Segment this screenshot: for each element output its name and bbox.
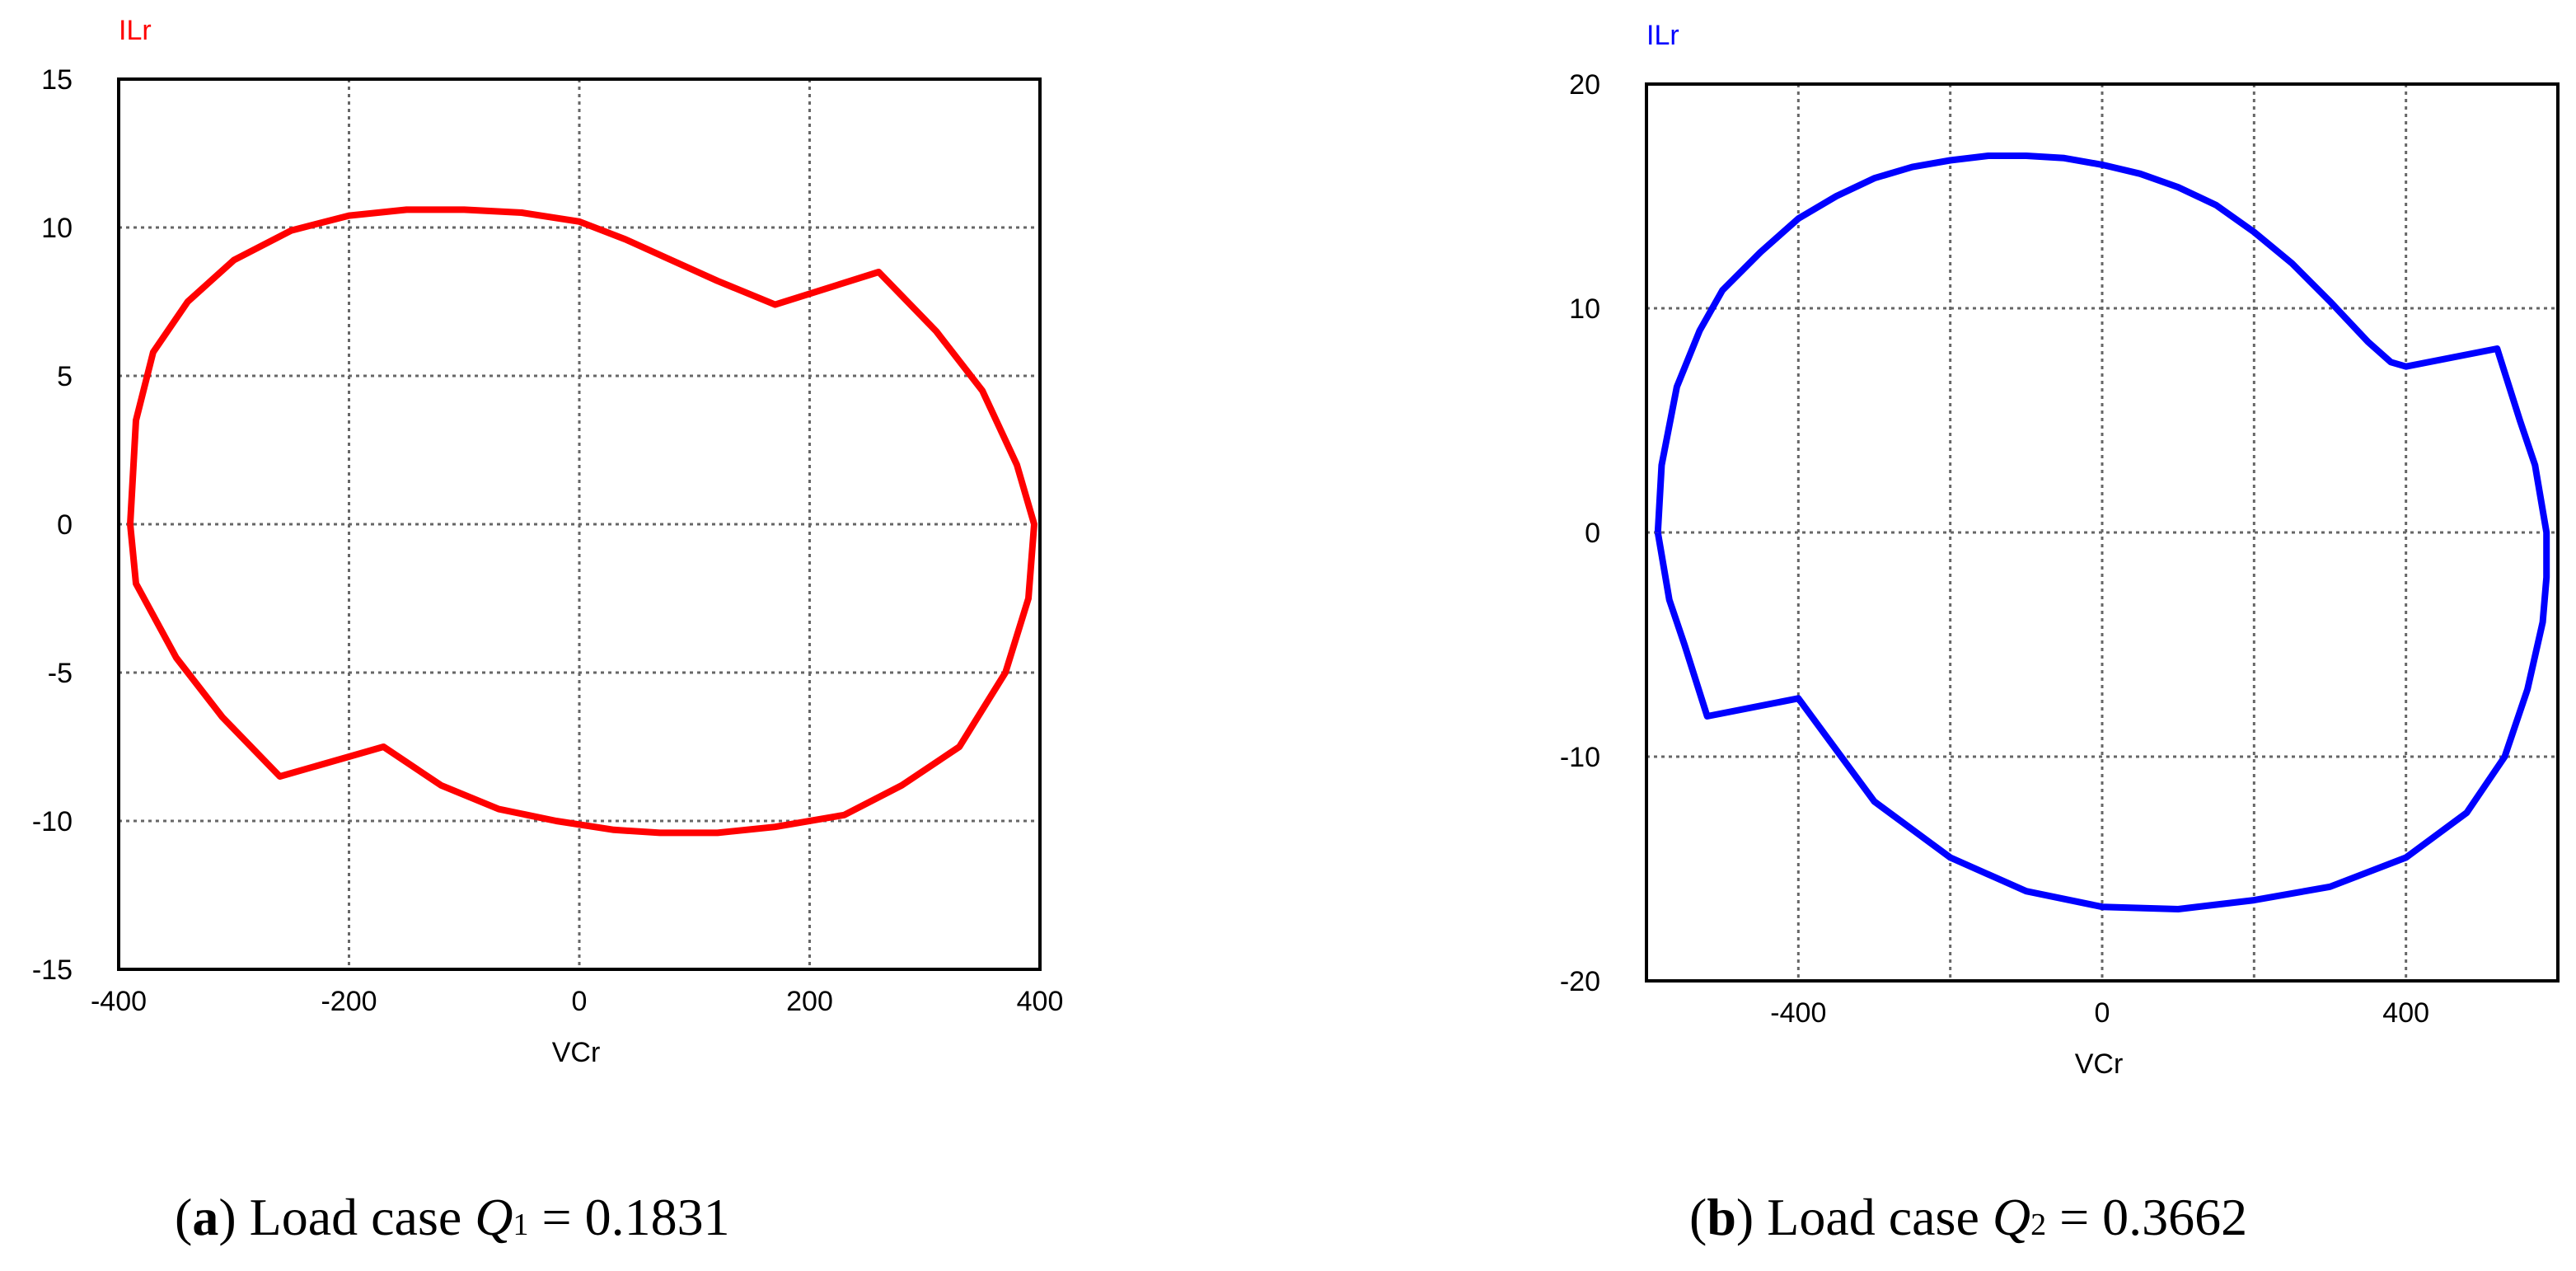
y-tick-label: -20 xyxy=(1560,966,1600,997)
x-tick-label: 0 xyxy=(572,986,588,1017)
x-axis-label: VCr xyxy=(552,1037,601,1068)
x-tick-label: -400 xyxy=(91,986,147,1017)
y-tick-label: -10 xyxy=(32,806,73,837)
x-tick-label: 0 xyxy=(2095,997,2110,1029)
x-tick-label: -400 xyxy=(1770,997,1826,1029)
plot-frame xyxy=(117,77,1042,971)
y-tick-label: 0 xyxy=(1585,518,1600,549)
y-axis-label: ILr xyxy=(119,15,152,46)
y-tick-label: 10 xyxy=(1569,293,1600,325)
x-tick-label: -200 xyxy=(321,986,377,1017)
y-tick-label: -5 xyxy=(48,658,73,689)
plot-frame xyxy=(1645,82,2560,983)
y-tick-label: 20 xyxy=(1569,69,1600,101)
x-tick-label: 400 xyxy=(2382,997,2429,1029)
y-tick-label: 5 xyxy=(57,361,73,392)
y-tick-label: 15 xyxy=(41,64,73,96)
caption-a: (a) Load case Q1 = 0.1831 xyxy=(175,1188,730,1246)
series-line-1 xyxy=(1654,152,2550,912)
series-line-1 xyxy=(127,206,1037,837)
x-axis-label: VCr xyxy=(2075,1048,2124,1080)
y-tick-label: -15 xyxy=(32,954,73,986)
x-tick-label: 400 xyxy=(1017,986,1064,1017)
caption-b: (b) Load case Q2 = 0.3662 xyxy=(1689,1188,2248,1246)
x-tick-label: 200 xyxy=(786,986,833,1017)
chart-a: -400 -200 0 200 400 15 10 5 0 -5 -10 -15 VCr ILr xyxy=(32,15,1064,1068)
y-tick-label: 10 xyxy=(41,213,73,244)
y-axis-label: ILr xyxy=(1646,20,1679,51)
y-tick-label: 0 xyxy=(57,509,73,541)
y-tick-label: -10 xyxy=(1560,742,1600,773)
chart-b: -400 0 400 20 10 0 -10 -20 VCr ILr xyxy=(1560,20,2560,1080)
